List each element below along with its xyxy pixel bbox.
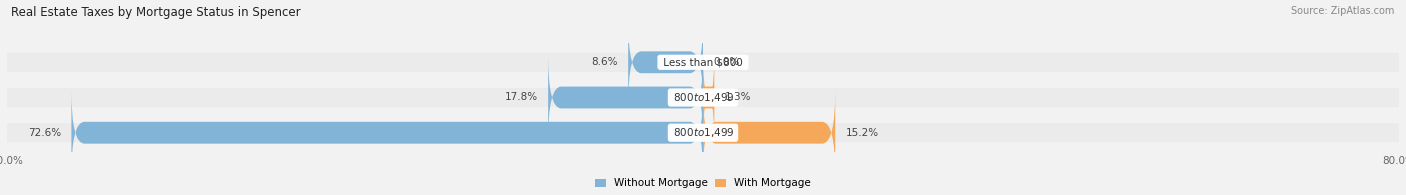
FancyBboxPatch shape <box>7 53 1399 72</box>
Text: $800 to $1,499: $800 to $1,499 <box>671 126 735 139</box>
FancyBboxPatch shape <box>628 20 703 104</box>
Text: 0.0%: 0.0% <box>713 57 740 67</box>
Text: 8.6%: 8.6% <box>592 57 617 67</box>
Text: 17.8%: 17.8% <box>505 92 537 103</box>
Text: Less than $800: Less than $800 <box>659 57 747 67</box>
Text: Source: ZipAtlas.com: Source: ZipAtlas.com <box>1291 6 1395 16</box>
Legend: Without Mortgage, With Mortgage: Without Mortgage, With Mortgage <box>595 178 811 188</box>
FancyBboxPatch shape <box>548 56 703 139</box>
FancyBboxPatch shape <box>702 56 716 139</box>
Text: 72.6%: 72.6% <box>28 128 60 138</box>
Text: 15.2%: 15.2% <box>845 128 879 138</box>
FancyBboxPatch shape <box>7 123 1399 142</box>
Text: 1.3%: 1.3% <box>724 92 751 103</box>
FancyBboxPatch shape <box>7 88 1399 107</box>
Text: Real Estate Taxes by Mortgage Status in Spencer: Real Estate Taxes by Mortgage Status in … <box>11 6 301 19</box>
Text: $800 to $1,499: $800 to $1,499 <box>671 91 735 104</box>
FancyBboxPatch shape <box>72 91 703 175</box>
FancyBboxPatch shape <box>703 91 835 175</box>
